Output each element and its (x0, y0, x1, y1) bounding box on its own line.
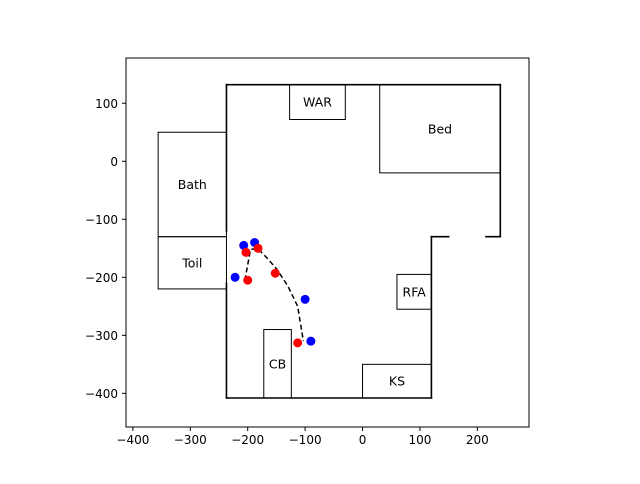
x-tick-label: 100 (408, 433, 431, 447)
room-label-toil: Toil (181, 255, 202, 270)
room-label-bath: Bath (178, 177, 207, 192)
point-red (270, 268, 280, 278)
point-blue (306, 336, 316, 346)
point-blue (230, 272, 240, 282)
points-layer (230, 238, 316, 348)
path-layer (244, 247, 305, 342)
y-tick-label: 100 (95, 97, 118, 111)
walls-layer (225, 83, 502, 399)
point-red (293, 338, 303, 348)
axes-frame (125, 57, 530, 428)
y-axis-ticks: −400 −300 −200 −100 0 100 (85, 97, 126, 401)
y-tick-label: −100 (85, 213, 118, 227)
y-tick-label: −400 (85, 387, 118, 401)
point-blue (300, 294, 310, 304)
x-tick-label: 200 (466, 433, 489, 447)
room-label-war: WAR (303, 95, 332, 110)
x-tick-label: 0 (359, 433, 367, 447)
room-label-cb: CB (269, 356, 286, 371)
point-red (253, 243, 263, 253)
x-tick-label: −100 (289, 433, 322, 447)
x-tick-label: −200 (231, 433, 264, 447)
room-label-rfa: RFA (403, 284, 427, 299)
room-label-ks: KS (389, 374, 405, 389)
y-tick-label: −300 (85, 329, 118, 343)
y-tick-label: 0 (110, 155, 118, 169)
trajectory-path-line (244, 247, 305, 342)
y-tick-label: −200 (85, 271, 118, 285)
room-toil-box (157, 236, 227, 290)
x-axis-ticks: −400 −300 −200 −100 0 100 200 (116, 427, 489, 447)
x-tick-label: −300 (174, 433, 207, 447)
point-red (243, 275, 253, 285)
point-blue (239, 240, 249, 250)
room-label-bed: Bed (428, 121, 452, 136)
point-red (241, 247, 251, 257)
x-tick-label: −400 (116, 433, 149, 447)
